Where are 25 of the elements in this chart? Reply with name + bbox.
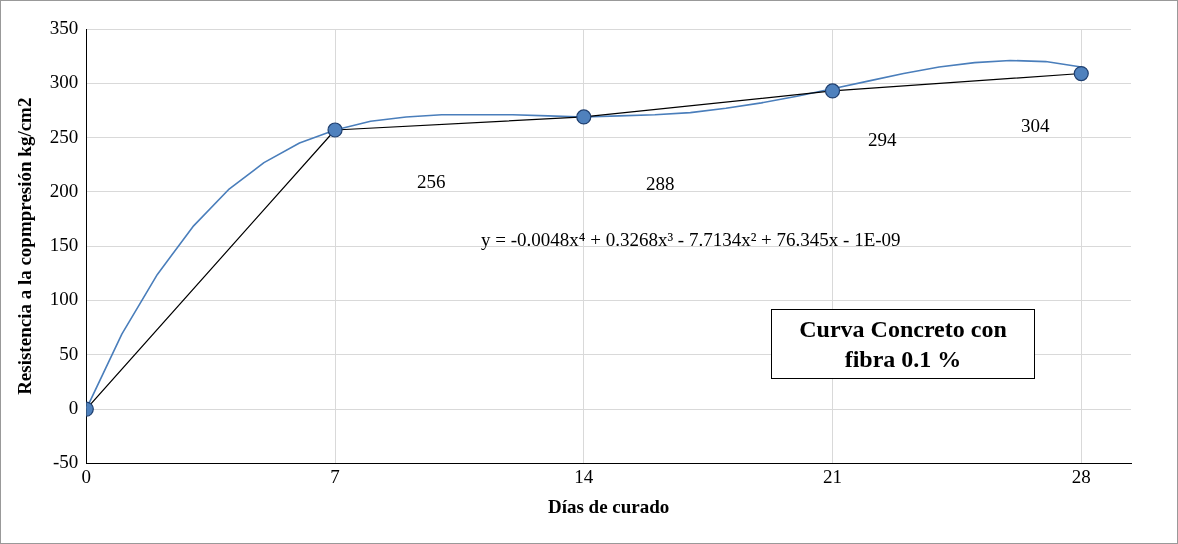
- y-axis-title: Resistencia a la copmpresión kg/cm2: [14, 97, 36, 395]
- y-tick-label: 100: [49, 288, 79, 310]
- annotation: Curva Concreto con fibra 0.1 %: [771, 309, 1035, 379]
- annotation: 288: [646, 173, 675, 195]
- point: [824, 83, 841, 99]
- y-tick-label: 250: [49, 125, 79, 147]
- point: [576, 109, 592, 125]
- x-tick-label: 14: [574, 465, 594, 487]
- x-tick-label: 7: [330, 465, 340, 487]
- y-tick-label: 300: [49, 71, 79, 93]
- annotation: 304: [1021, 115, 1050, 137]
- annotation: 294: [868, 129, 897, 151]
- point: [327, 122, 343, 138]
- annotation: y = -0.0048x⁴ + 0.3268x³ - 7.7134x² + 76.345x - 1E-09: [481, 229, 901, 251]
- y-tick-label: 200: [49, 179, 79, 201]
- x-tick-label: 28: [1071, 465, 1091, 487]
- annotation: 256: [417, 171, 446, 193]
- y-tick-label: -50: [52, 451, 79, 473]
- y-tick-label: 0: [68, 397, 79, 419]
- x-axis-title: Días de curado: [547, 495, 670, 517]
- x-tick-label: 21: [823, 465, 843, 487]
- y-tick-label: 350: [49, 16, 79, 38]
- y-tick-label: 150: [49, 234, 79, 256]
- y-tick-label: 50: [59, 342, 79, 364]
- point: [1073, 65, 1089, 82]
